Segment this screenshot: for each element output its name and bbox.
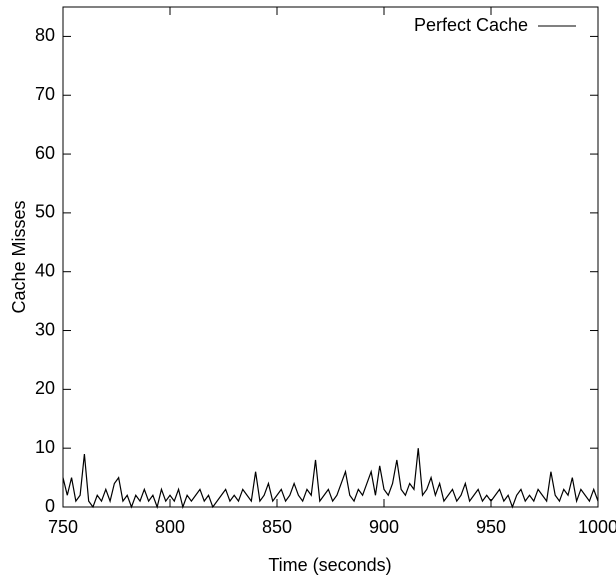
legend-label: Perfect Cache — [414, 15, 528, 35]
x-tick-label: 750 — [48, 517, 78, 537]
y-tick-label: 60 — [35, 143, 55, 163]
y-tick-label: 0 — [45, 496, 55, 516]
y-axis-label: Cache Misses — [9, 200, 29, 313]
y-tick-label: 40 — [35, 260, 55, 280]
y-tick-label: 10 — [35, 437, 55, 457]
x-tick-label: 900 — [369, 517, 399, 537]
x-axis-label: Time (seconds) — [268, 555, 391, 575]
y-tick-label: 30 — [35, 319, 55, 339]
x-tick-label: 950 — [476, 517, 506, 537]
series-line — [62, 448, 599, 510]
plot-border — [62, 6, 599, 508]
x-tick-label: 850 — [262, 517, 292, 537]
x-tick-label: 1000 — [578, 517, 616, 537]
y-tick-label: 80 — [35, 25, 55, 45]
y-tick-label: 20 — [35, 378, 55, 398]
y-tick-label: 50 — [35, 202, 55, 222]
y-tick-label: 70 — [35, 84, 55, 104]
x-tick-label: 800 — [155, 517, 185, 537]
